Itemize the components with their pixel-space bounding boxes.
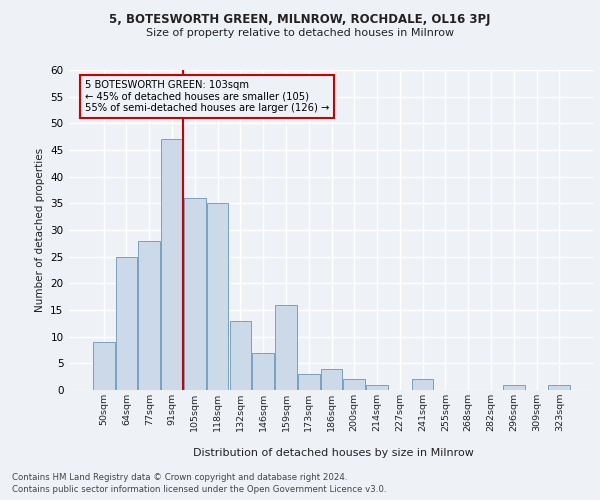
Text: Contains public sector information licensed under the Open Government Licence v3: Contains public sector information licen… [12,485,386,494]
Bar [366,384,388,390]
Bar [298,374,320,390]
Text: Distribution of detached houses by size in Milnrow: Distribution of detached houses by size … [193,448,473,458]
Bar [116,256,137,390]
Text: 5, BOTESWORTH GREEN, MILNROW, ROCHDALE, OL16 3PJ: 5, BOTESWORTH GREEN, MILNROW, ROCHDALE, … [109,12,491,26]
Bar [343,380,365,390]
Bar [275,304,297,390]
Bar [207,204,229,390]
Bar [548,384,570,390]
Text: Size of property relative to detached houses in Milnrow: Size of property relative to detached ho… [146,28,454,38]
Text: 5 BOTESWORTH GREEN: 103sqm
← 45% of detached houses are smaller (105)
55% of sem: 5 BOTESWORTH GREEN: 103sqm ← 45% of deta… [85,80,329,113]
Bar [161,140,183,390]
Bar [253,352,274,390]
Bar [230,320,251,390]
Y-axis label: Number of detached properties: Number of detached properties [35,148,44,312]
Bar [184,198,206,390]
Text: Contains HM Land Registry data © Crown copyright and database right 2024.: Contains HM Land Registry data © Crown c… [12,472,347,482]
Bar [503,384,524,390]
Bar [139,240,160,390]
Bar [412,380,433,390]
Bar [320,368,343,390]
Bar [93,342,115,390]
